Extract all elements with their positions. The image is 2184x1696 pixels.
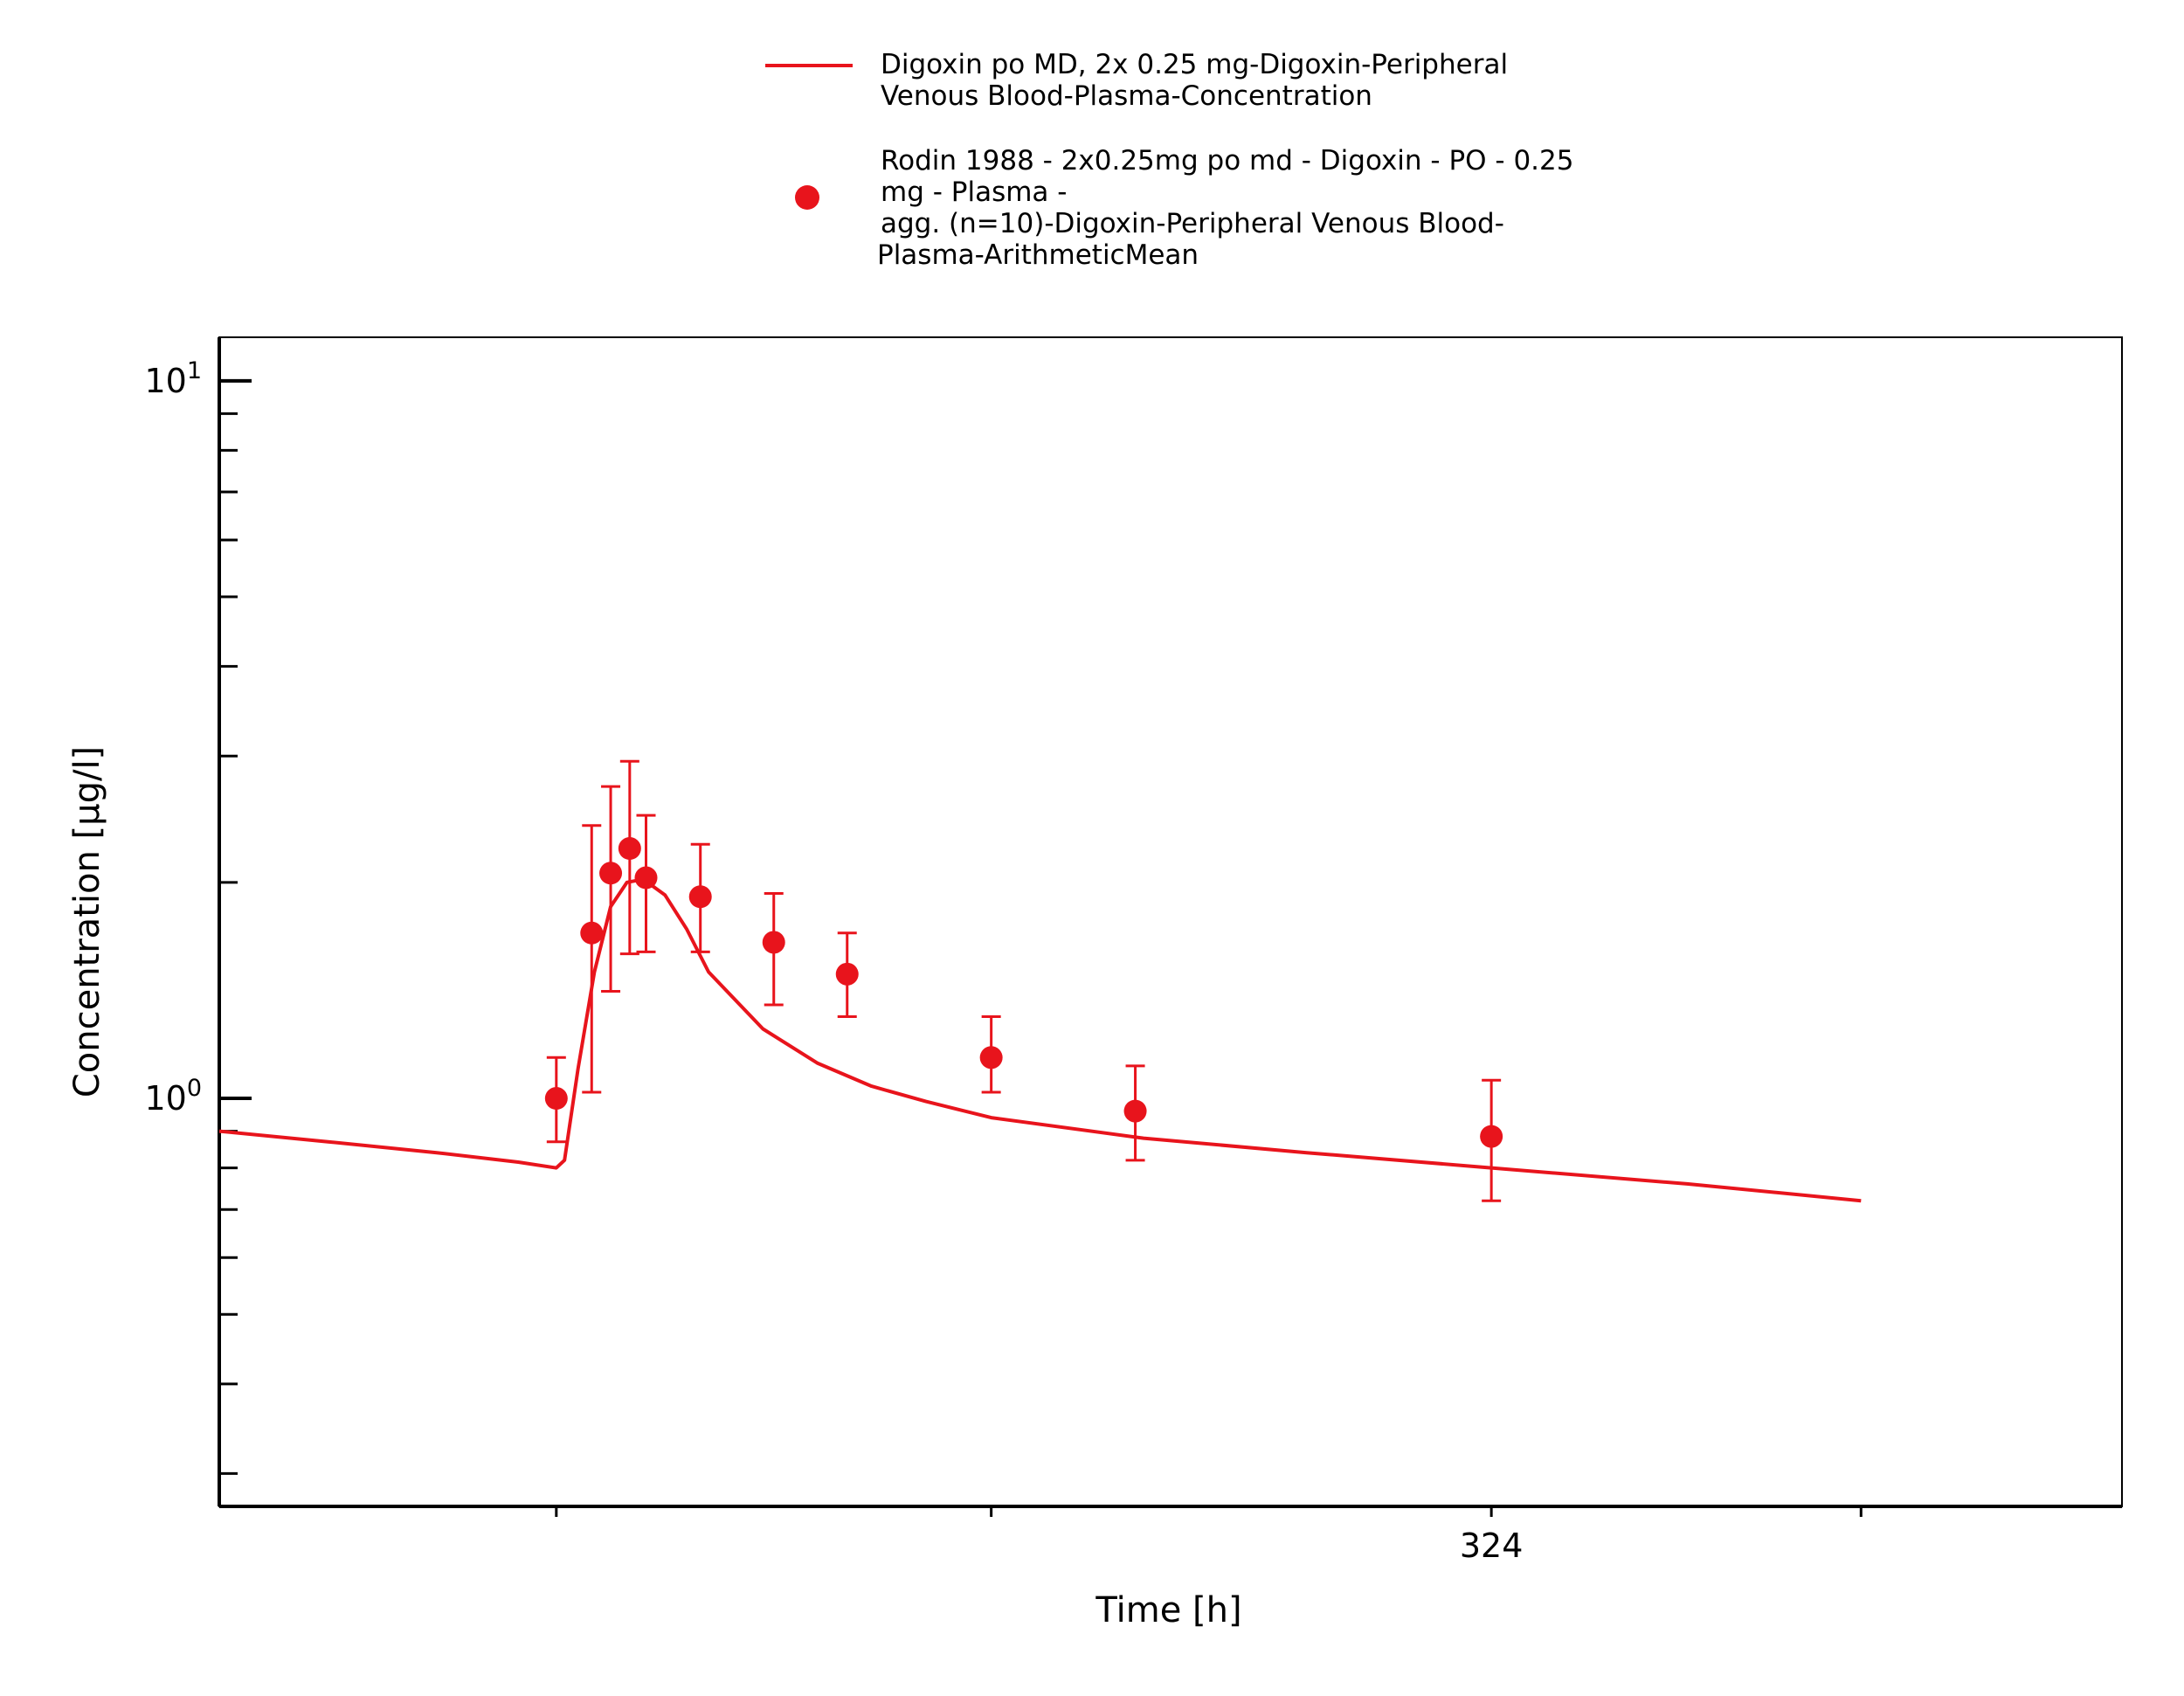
legend-entry-2-line-1: Rodin 1988 - 2x0.25mg po md - Digoxin - … — [881, 145, 1573, 177]
legend-entry-1-line-1: Digoxin po MD, 2x 0.25 mg-Digoxin-Periph… — [881, 49, 1508, 80]
data-point — [1480, 1125, 1503, 1148]
data-point — [544, 1087, 568, 1111]
data-point — [618, 837, 641, 861]
data-point — [762, 931, 785, 954]
data-point — [580, 921, 604, 945]
y-tick-label: 101 — [144, 357, 202, 400]
x-axis-ticks: 324 — [555, 1506, 1863, 1565]
data-point — [835, 962, 859, 986]
x-axis-title: Time [h] — [1095, 1590, 1241, 1630]
y-axis-title: Concentration [µg/l] — [67, 746, 107, 1097]
legend-entry-2-line-3: agg. (n=10)-Digoxin-Peripheral Venous Bl… — [881, 208, 1504, 239]
data-point — [979, 1046, 1003, 1070]
legend-marker-swatch — [795, 185, 819, 210]
x-tick-label: 324 — [1460, 1526, 1524, 1565]
data-point — [1123, 1099, 1147, 1123]
data-point — [634, 866, 658, 890]
series-layer — [218, 759, 1862, 1203]
data-point — [688, 885, 712, 909]
plot-frame — [218, 336, 2123, 1507]
y-axis-ticks: 100 101 — [144, 357, 252, 1475]
legend-entry-2-line-2: mg - Plasma - — [881, 177, 1067, 208]
legend-entry-2-line-4: Plasma-ArithmeticMean — [877, 239, 1199, 271]
data-point — [599, 862, 623, 885]
simulation-line — [218, 877, 1862, 1203]
y-tick-label: 100 — [144, 1075, 202, 1118]
legend-entry-1-line-2: Venous Blood-Plasma-Concentration — [881, 80, 1372, 112]
legend: Digoxin po MD, 2x 0.25 mg-Digoxin-Periph… — [765, 49, 1573, 271]
